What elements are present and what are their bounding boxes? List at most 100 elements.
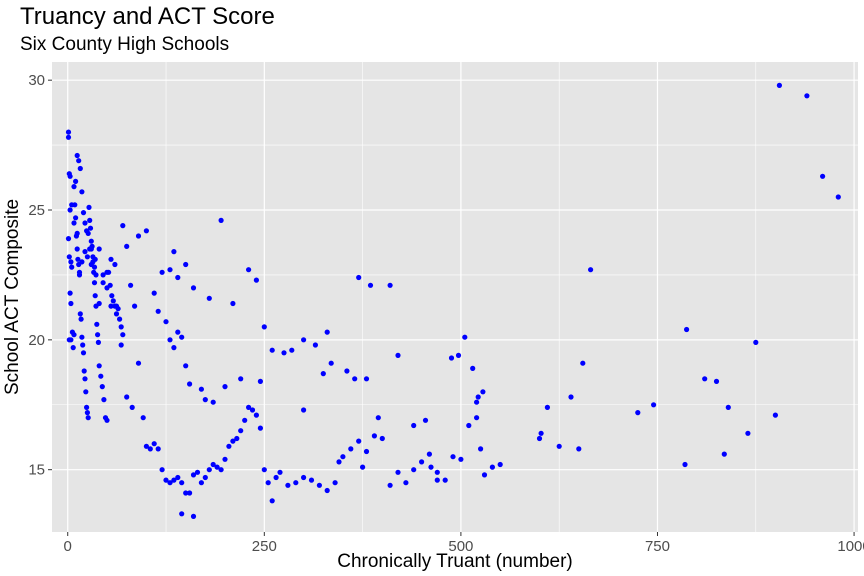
data-point bbox=[458, 457, 463, 462]
data-point bbox=[246, 267, 251, 272]
data-point bbox=[480, 389, 485, 394]
data-point bbox=[119, 324, 124, 329]
chart-title: Truancy and ACT Score bbox=[20, 3, 275, 30]
data-point bbox=[207, 467, 212, 472]
data-point bbox=[86, 231, 91, 236]
data-point bbox=[89, 246, 94, 251]
data-point bbox=[199, 480, 204, 485]
data-point bbox=[250, 407, 255, 412]
data-point bbox=[179, 480, 184, 485]
data-point bbox=[187, 381, 192, 386]
data-point bbox=[71, 345, 76, 350]
data-point bbox=[270, 348, 275, 353]
data-point bbox=[179, 335, 184, 340]
data-point bbox=[423, 418, 428, 423]
data-point bbox=[82, 220, 87, 225]
data-point bbox=[325, 330, 330, 335]
data-point bbox=[474, 415, 479, 420]
data-point bbox=[411, 467, 416, 472]
data-point bbox=[78, 166, 83, 171]
data-point bbox=[92, 280, 97, 285]
data-point bbox=[104, 270, 109, 275]
data-point bbox=[101, 397, 106, 402]
data-point bbox=[111, 298, 116, 303]
data-point bbox=[171, 345, 176, 350]
data-point bbox=[380, 436, 385, 441]
data-point bbox=[726, 405, 731, 410]
data-point bbox=[254, 278, 259, 283]
data-point bbox=[289, 348, 294, 353]
y-tick-label: 20 bbox=[28, 332, 45, 349]
data-point bbox=[152, 291, 157, 296]
data-point bbox=[222, 384, 227, 389]
data-point bbox=[435, 478, 440, 483]
data-point bbox=[258, 379, 263, 384]
data-point bbox=[124, 244, 129, 249]
data-point bbox=[86, 205, 91, 210]
data-point bbox=[340, 454, 345, 459]
data-point bbox=[364, 449, 369, 454]
data-point bbox=[449, 355, 454, 360]
data-point bbox=[745, 431, 750, 436]
data-point bbox=[68, 207, 73, 212]
data-point bbox=[360, 465, 365, 470]
data-point bbox=[68, 174, 73, 179]
data-point bbox=[309, 478, 314, 483]
data-point bbox=[82, 376, 87, 381]
data-point bbox=[254, 413, 259, 418]
data-point bbox=[81, 350, 86, 355]
data-point bbox=[128, 283, 133, 288]
data-point bbox=[262, 467, 267, 472]
data-point bbox=[462, 335, 467, 340]
data-point bbox=[187, 490, 192, 495]
data-point bbox=[364, 376, 369, 381]
data-point bbox=[160, 270, 165, 275]
data-point bbox=[376, 415, 381, 420]
data-point bbox=[89, 262, 94, 267]
data-point bbox=[104, 418, 109, 423]
data-point bbox=[478, 446, 483, 451]
data-point bbox=[470, 366, 475, 371]
data-point bbox=[160, 467, 165, 472]
x-tick-label: 750 bbox=[645, 538, 670, 555]
data-point bbox=[258, 426, 263, 431]
data-point bbox=[344, 368, 349, 373]
data-point bbox=[498, 462, 503, 467]
data-point bbox=[568, 394, 573, 399]
data-point bbox=[67, 254, 72, 259]
data-point bbox=[71, 184, 76, 189]
data-point bbox=[293, 480, 298, 485]
data-point bbox=[191, 285, 196, 290]
data-point bbox=[79, 189, 84, 194]
x-tick-label: 1000 bbox=[837, 538, 864, 555]
data-point bbox=[456, 353, 461, 358]
data-point bbox=[66, 236, 71, 241]
data-point bbox=[132, 304, 137, 309]
data-point bbox=[285, 483, 290, 488]
data-point bbox=[120, 332, 125, 337]
data-point bbox=[301, 407, 306, 412]
data-point bbox=[85, 410, 90, 415]
data-point bbox=[93, 293, 98, 298]
data-point bbox=[97, 363, 102, 368]
data-point bbox=[82, 368, 87, 373]
data-point bbox=[722, 452, 727, 457]
data-point bbox=[270, 498, 275, 503]
data-point bbox=[580, 361, 585, 366]
data-point bbox=[163, 319, 168, 324]
data-point bbox=[203, 475, 208, 480]
data-point bbox=[435, 470, 440, 475]
data-point bbox=[114, 311, 119, 316]
data-point bbox=[93, 272, 98, 277]
data-point bbox=[329, 361, 334, 366]
data-point bbox=[75, 153, 80, 158]
data-point bbox=[66, 130, 71, 135]
data-point bbox=[753, 340, 758, 345]
data-point bbox=[219, 467, 224, 472]
data-point bbox=[474, 400, 479, 405]
data-point bbox=[466, 423, 471, 428]
data-point bbox=[301, 337, 306, 342]
data-point bbox=[301, 475, 306, 480]
data-point bbox=[101, 280, 106, 285]
data-point bbox=[395, 470, 400, 475]
